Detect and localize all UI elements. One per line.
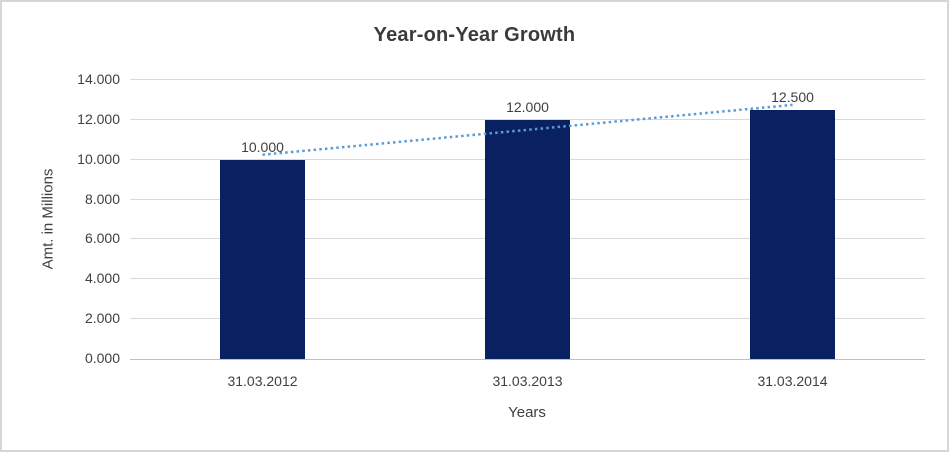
y-tick-label: 6.000 [84, 230, 120, 247]
x-axis-tick-labels: 31.03.2012 31.03.2013 31.03.2014 [130, 373, 925, 393]
y-axis-tick-labels: 0.000 2.000 4.000 6.000 8.000 10.000 12.000 14.… [2, 71, 120, 366]
x-axis-title: Years [508, 404, 546, 421]
x-axis-line [130, 359, 925, 360]
y-tick-label: 10.000 [77, 150, 120, 167]
chart-title: Year-on-Year Growth [373, 24, 576, 46]
x-tick-label: 31.03.2013 [492, 373, 563, 389]
x-tick-label: 31.03.2012 [227, 373, 298, 389]
trendline [262, 103, 793, 156]
gridline [130, 79, 925, 80]
bar-value-label: 12.500 [771, 88, 814, 105]
y-tick-label: 14.000 [77, 71, 120, 87]
x-tick-label: 31.03.2014 [757, 373, 828, 389]
y-tick-label: 8.000 [84, 190, 120, 207]
bar [750, 109, 835, 359]
bar-value-label: 10.000 [241, 138, 284, 155]
bar [220, 159, 305, 359]
bar-value-label: 12.000 [506, 98, 549, 115]
plot-area: 10.000 12.000 12.500 [130, 79, 925, 360]
y-tick-label: 12.000 [77, 110, 120, 127]
y-tick-label: 0.000 [84, 350, 120, 366]
y-tick-label: 4.000 [84, 270, 120, 287]
bar [485, 119, 570, 359]
y-tick-label: 2.000 [84, 310, 120, 327]
gridline [130, 118, 925, 120]
